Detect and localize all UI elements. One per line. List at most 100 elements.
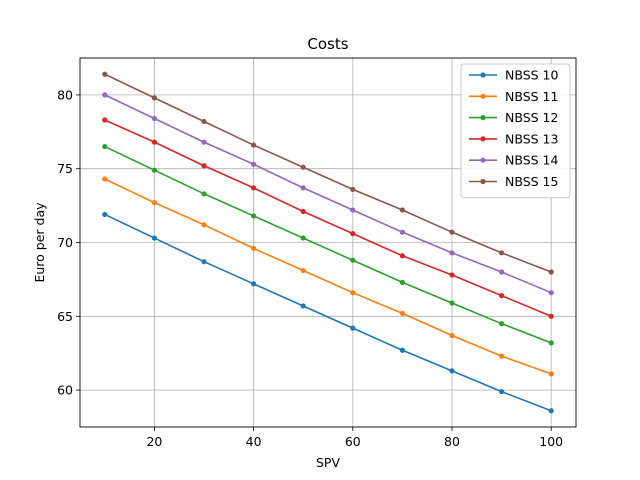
data-point — [548, 313, 554, 319]
data-point — [251, 142, 257, 148]
data-point — [350, 207, 356, 213]
series-nbss-10 — [102, 211, 554, 414]
data-point — [300, 303, 306, 309]
data-point — [350, 257, 356, 263]
data-point — [399, 310, 405, 316]
y-tick-label: 70 — [57, 235, 73, 250]
series-nbss-15 — [102, 71, 554, 275]
series-nbss-14 — [102, 92, 554, 296]
series-nbss-11 — [102, 176, 554, 377]
y-tick-label: 60 — [57, 383, 73, 398]
legend-label: NBSS 11 — [505, 89, 558, 104]
data-point — [102, 92, 108, 98]
data-point — [151, 139, 157, 145]
y-tick-label: 75 — [57, 161, 73, 176]
data-point — [548, 408, 554, 414]
data-point — [350, 325, 356, 331]
data-point — [102, 211, 108, 218]
legend-swatch-marker — [480, 115, 486, 121]
legend-swatch-marker — [480, 72, 486, 78]
x-tick-label: 100 — [539, 434, 563, 449]
legend-swatch-marker — [480, 136, 486, 142]
y-axis-ticks: 60 65 70 75 80 — [57, 87, 80, 398]
legend-swatch-marker — [480, 178, 486, 185]
data-point — [201, 118, 207, 125]
data-point — [399, 229, 405, 235]
data-point — [449, 332, 455, 339]
data-point — [399, 347, 405, 353]
data-point — [251, 213, 257, 219]
data-point — [201, 259, 207, 265]
data-point — [350, 186, 356, 192]
series-line — [104, 213, 552, 412]
data-point — [151, 235, 157, 241]
data-point — [151, 115, 157, 122]
data-point — [102, 117, 108, 123]
data-point — [499, 353, 505, 359]
series-nbss-12 — [102, 143, 554, 346]
data-point — [102, 176, 108, 182]
data-point — [399, 253, 405, 259]
y-axis-title: Euro per day — [32, 202, 47, 283]
data-point — [102, 71, 108, 77]
data-point — [449, 300, 455, 306]
legend-item: NBSS 15 — [469, 174, 558, 189]
series-group — [102, 71, 554, 414]
data-point — [251, 281, 257, 287]
data-point — [399, 207, 405, 213]
data-point — [499, 388, 505, 395]
series-line — [104, 73, 552, 273]
data-point — [151, 200, 157, 206]
y-tick-label: 65 — [57, 309, 73, 324]
legend-item: NBSS 12 — [469, 110, 558, 125]
x-tick-label: 20 — [146, 434, 162, 449]
data-point — [251, 161, 257, 167]
data-point — [300, 164, 306, 170]
series-line — [104, 178, 552, 375]
x-axis-title: SPV — [316, 455, 340, 470]
data-point — [102, 143, 108, 150]
data-point — [449, 272, 455, 278]
data-point — [499, 269, 505, 275]
legend-label: NBSS 13 — [505, 131, 558, 146]
legend-label: NBSS 15 — [505, 174, 558, 189]
data-point — [350, 290, 356, 296]
legend-item: NBSS 10 — [469, 68, 559, 83]
data-point — [499, 321, 505, 327]
data-point — [548, 290, 554, 296]
data-point — [201, 139, 207, 145]
legend: NBSS 10 NBSS 11 NBSS 12 NBSS 13 NBSS 14 NBSS … — [460, 63, 571, 199]
x-tick-label: 80 — [444, 434, 460, 449]
x-tick-label: 40 — [246, 434, 262, 449]
legend-swatch-marker — [480, 93, 486, 99]
data-point — [548, 371, 554, 377]
x-tick-label: 60 — [345, 434, 361, 449]
data-point — [300, 267, 306, 274]
legend-label: NBSS 14 — [505, 153, 559, 168]
data-point — [300, 185, 306, 191]
data-point — [151, 95, 157, 101]
data-point — [548, 269, 554, 275]
data-point — [350, 231, 356, 237]
series-line — [104, 119, 552, 318]
data-point — [201, 191, 207, 197]
legend-item: NBSS 14 — [469, 153, 559, 168]
series-nbss-13 — [102, 117, 554, 319]
legend-label: NBSS 10 — [505, 68, 559, 83]
x-axis-ticks: 20 40 60 80 100 — [146, 427, 563, 449]
data-point — [449, 229, 455, 235]
legend-frame — [460, 63, 571, 199]
data-point — [300, 235, 306, 241]
data-point — [201, 163, 207, 169]
data-point — [548, 340, 554, 346]
data-point — [151, 167, 157, 173]
legend-item: NBSS 13 — [469, 131, 558, 146]
legend-label: NBSS 12 — [505, 110, 558, 125]
data-point — [499, 293, 505, 299]
y-tick-label: 80 — [57, 87, 73, 102]
data-point — [251, 185, 257, 191]
legend-swatch-marker — [480, 157, 486, 163]
data-point — [399, 279, 405, 285]
legend-item: NBSS 11 — [469, 89, 558, 104]
